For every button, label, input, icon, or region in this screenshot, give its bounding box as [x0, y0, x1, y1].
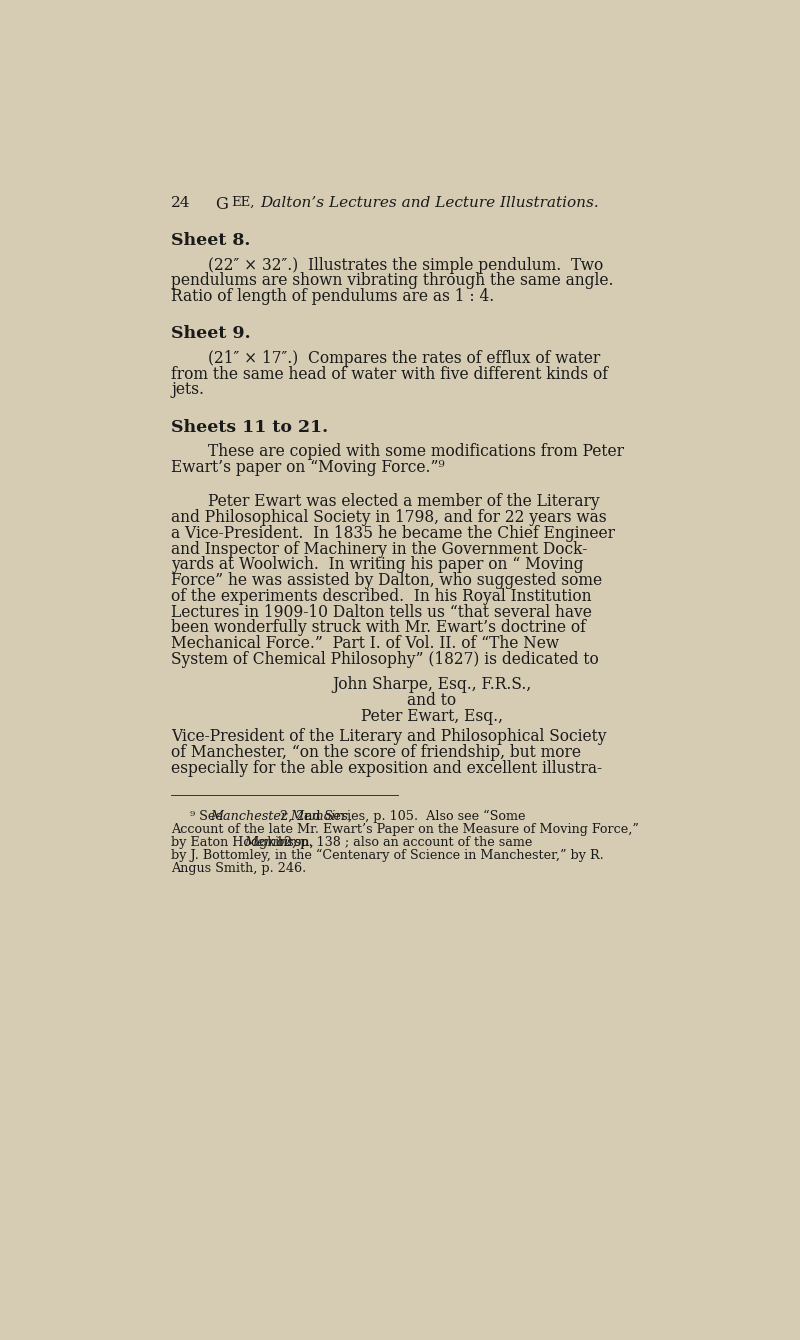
Text: Manchester Memoirs,: Manchester Memoirs, [210, 809, 353, 823]
Text: and to: and to [407, 691, 456, 709]
Text: These are copied with some modifications from Peter: These are copied with some modifications… [209, 444, 625, 460]
Text: System of Chemical Philosophy” (1827) is dedicated to: System of Chemical Philosophy” (1827) is… [171, 651, 599, 669]
Text: Sheet 8.: Sheet 8. [171, 232, 250, 249]
Text: John Sharpe, Esq., F.R.S.,: John Sharpe, Esq., F.R.S., [332, 677, 531, 693]
Text: Vice-President of the Literary and Philosophical Society: Vice-President of the Literary and Philo… [171, 728, 606, 745]
Text: and Inspector of Machinery in the Government Dock-: and Inspector of Machinery in the Govern… [171, 540, 588, 557]
Text: Peter Ewart, Esq.,: Peter Ewart, Esq., [361, 708, 502, 725]
Text: by Eaton Hodgkinson,: by Eaton Hodgkinson, [171, 836, 318, 848]
Text: pendulums are shown vibrating through the same angle.: pendulums are shown vibrating through th… [171, 272, 614, 289]
Text: Sheet 9.: Sheet 9. [171, 326, 251, 343]
Text: and Philosophical Society in 1798, and for 22 years was: and Philosophical Society in 1798, and f… [171, 509, 607, 527]
Text: jets.: jets. [171, 382, 204, 398]
Text: of Manchester, “on the score of friendship, but more: of Manchester, “on the score of friendsh… [171, 744, 582, 761]
Text: Account of the late Mr. Ewart’s Paper on the Measure of Moving Force,”: Account of the late Mr. Ewart’s Paper on… [171, 823, 639, 836]
Text: from the same head of water with five different kinds of: from the same head of water with five di… [171, 366, 608, 383]
Text: Dalton’s Lectures and Lecture Illustrations.: Dalton’s Lectures and Lecture Illustrati… [260, 196, 598, 210]
Text: ⁹ See: ⁹ See [190, 809, 226, 823]
Text: been wonderfully struck with Mr. Ewart’s doctrine of: been wonderfully struck with Mr. Ewart’s… [171, 619, 586, 636]
Text: of the experiments described.  In his Royal Institution: of the experiments described. In his Roy… [171, 588, 592, 604]
Text: a Vice-President.  In 1835 he became the Chief Engineer: a Vice-President. In 1835 he became the … [171, 525, 615, 541]
Text: 2, 2nd Series, p. 105.  Also see “Some: 2, 2nd Series, p. 105. Also see “Some [277, 809, 526, 823]
Text: 24: 24 [171, 196, 191, 210]
Text: Memoirs,: Memoirs, [244, 836, 305, 848]
Text: yards at Woolwich.  In writing his paper on “ Moving: yards at Woolwich. In writing his paper … [171, 556, 584, 574]
Text: (21″ × 17″.)  Compares the rates of efflux of water: (21″ × 17″.) Compares the rates of efflu… [209, 350, 601, 367]
Text: especially for the able exposition and excellent illustra-: especially for the able exposition and e… [171, 760, 602, 777]
Text: G: G [215, 196, 228, 213]
Text: Mechanical Force.”  Part I. of Vol. II. of “The New: Mechanical Force.” Part I. of Vol. II. o… [171, 635, 559, 653]
Text: Lectures in 1909-10 Dalton tells us “that several have: Lectures in 1909-10 Dalton tells us “tha… [171, 604, 592, 620]
Text: Peter Ewart was elected a member of the Literary: Peter Ewart was elected a member of the … [209, 493, 600, 511]
Text: Ratio of length of pendulums are as 1 : 4.: Ratio of length of pendulums are as 1 : … [171, 288, 494, 306]
Text: Angus Smith, p. 246.: Angus Smith, p. 246. [171, 862, 306, 875]
Text: Ewart’s paper on “Moving Force.”⁹: Ewart’s paper on “Moving Force.”⁹ [171, 458, 445, 476]
Text: by J. Bottomley, in the “Centenary of Science in Manchester,” by R.: by J. Bottomley, in the “Centenary of Sc… [171, 848, 604, 862]
Text: (22″ × 32″.)  Illustrates the simple pendulum.  Two: (22″ × 32″.) Illustrates the simple pend… [209, 257, 604, 273]
Text: 12, p. 138 ; also an account of the same: 12, p. 138 ; also an account of the same [272, 836, 532, 848]
Text: Force” he was assisted by Dalton, who suggested some: Force” he was assisted by Dalton, who su… [171, 572, 602, 590]
Text: Sheets 11 to 21.: Sheets 11 to 21. [171, 418, 329, 436]
Text: EE,: EE, [231, 196, 255, 209]
